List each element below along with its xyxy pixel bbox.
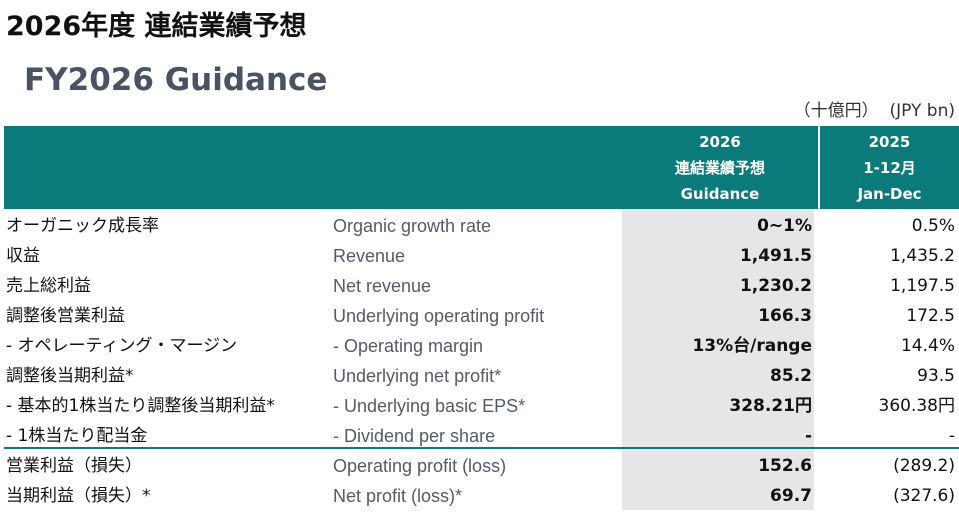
row-label-en: Net revenue	[333, 276, 432, 296]
header-prior-en: Jan-Dec	[857, 184, 922, 203]
table-row: オーガニック成長率 Organic growth rate 0~1% 0.5%	[0, 211, 959, 241]
row-guidance-value: 0~1%	[757, 216, 812, 236]
page-title-en: FY2026 Guidance	[24, 62, 328, 98]
row-guidance-value: 328.21円	[729, 396, 812, 416]
row-label-en: - Underlying basic EPS*	[333, 396, 526, 416]
row-label-en: Underlying operating profit	[333, 306, 545, 326]
row-label-en: Underlying net profit*	[333, 366, 502, 386]
column-divider	[814, 209, 816, 510]
header-guidance-en: Guidance	[680, 184, 760, 203]
row-prior-value: 0.5%	[911, 216, 955, 236]
row-guidance-value: 13%台/range	[692, 336, 812, 356]
row-prior-value: 93.5	[917, 366, 955, 386]
table-row: 売上総利益 Net revenue 1,230.2 1,197.5	[0, 271, 959, 301]
row-prior-value: (327.6)	[893, 486, 955, 506]
row-label-jp: - 基本的1株当たり調整後当期利益*	[6, 396, 275, 416]
table-row: 調整後当期利益* Underlying net profit* 85.2 93.…	[0, 361, 959, 391]
row-label-jp: 当期利益（損失）*	[6, 486, 151, 506]
row-label-en: Net profit (loss)*	[333, 486, 463, 506]
header-prior: 2025 1-12月 Jan-Dec	[818, 126, 959, 209]
row-guidance-value: 85.2	[770, 366, 812, 386]
row-label-jp: 収益	[6, 246, 40, 266]
row-prior-value: 14.4%	[900, 336, 955, 356]
table-header: 2026 連結業績予想 Guidance 2025 1-12月 Jan-Dec	[4, 126, 959, 209]
guidance-column-shade	[622, 209, 814, 510]
table-row: 収益 Revenue 1,491.5 1,435.2	[0, 241, 959, 271]
row-guidance-value: 152.6	[758, 456, 812, 476]
row-label-en: - Operating margin	[333, 336, 484, 356]
row-prior-value: 1,197.5	[890, 276, 955, 296]
row-guidance-value: 69.7	[770, 486, 812, 506]
header-guidance-jp: 連結業績予想	[674, 158, 765, 177]
row-prior-value: (289.2)	[893, 456, 955, 476]
table-row: - 1株当たり配当金 - Dividend per share - -	[0, 421, 959, 451]
row-label-en: Revenue	[333, 246, 406, 266]
table-row: - オペレーティング・マージン - Operating margin 13%台/…	[0, 331, 959, 361]
row-guidance-value: 1,230.2	[739, 276, 812, 296]
row-label-en: Operating profit (loss)	[333, 456, 507, 476]
row-label-jp: 調整後営業利益	[6, 306, 125, 326]
row-label-en: - Dividend per share	[333, 426, 496, 446]
row-label-jp: 調整後当期利益*	[6, 366, 134, 386]
header-prior-jp: 1-12月	[863, 158, 916, 177]
row-prior-value: 360.38円	[878, 396, 955, 416]
row-prior-value: 1,435.2	[890, 246, 955, 266]
row-guidance-value: 1,491.5	[739, 246, 812, 266]
table-row: 調整後営業利益 Underlying operating profit 166.…	[0, 301, 959, 331]
row-label-jp: 売上総利益	[6, 276, 91, 296]
row-guidance-value: 166.3	[758, 306, 812, 326]
table-row: 営業利益（損失） Operating profit (loss) 152.6 (…	[0, 451, 959, 481]
row-label-jp: - 1株当たり配当金	[6, 426, 148, 446]
row-prior-value: 172.5	[906, 306, 955, 326]
table-row: 当期利益（損失）* Net profit (loss)* 69.7 (327.6…	[0, 481, 959, 511]
row-label-jp: - オペレーティング・マージン	[6, 336, 238, 356]
header-guidance: 2026 連結業績予想 Guidance	[622, 126, 818, 209]
row-label-jp: オーガニック成長率	[6, 216, 159, 236]
table-row: - 基本的1株当たり調整後当期利益* - Underlying basic EP…	[0, 391, 959, 421]
section-divider	[4, 447, 959, 449]
units-label: （十億円） (JPY bn)	[793, 101, 955, 121]
row-label-jp: 営業利益（損失）	[6, 456, 142, 476]
header-prior-year: 2025	[868, 132, 911, 151]
page-title-jp: 2026年度 連結業績予想	[6, 11, 307, 42]
header-guidance-year: 2026	[699, 132, 741, 151]
row-guidance-value: -	[804, 426, 812, 446]
row-label-en: Organic growth rate	[333, 216, 492, 236]
row-prior-value: -	[948, 426, 955, 446]
table-body: オーガニック成長率 Organic growth rate 0~1% 0.5% …	[0, 211, 959, 511]
